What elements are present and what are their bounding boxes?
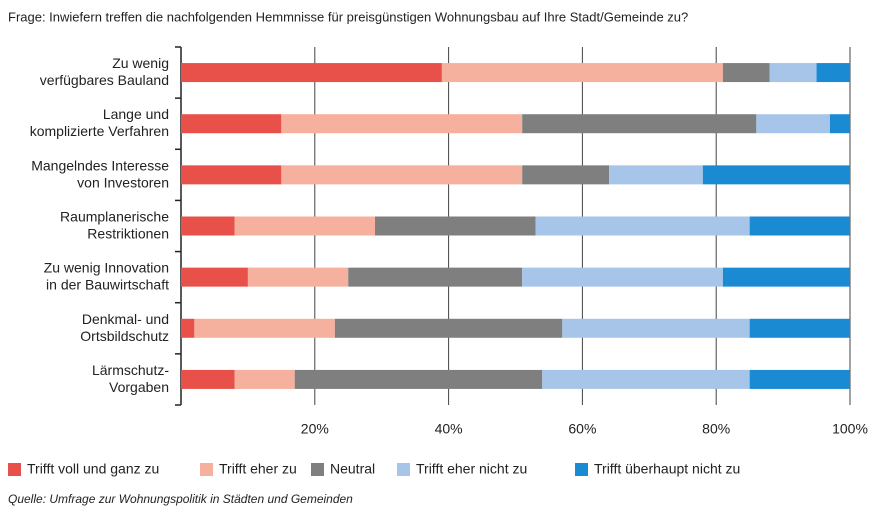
bar-segment: [562, 318, 750, 338]
bar-segment: [749, 318, 850, 338]
bar-segment: [181, 165, 282, 185]
bar-segment: [722, 63, 770, 83]
y-tick-label: Raumplanerische Restriktionen: [60, 208, 169, 241]
bar-segment: [234, 216, 376, 236]
bar-segment: [181, 369, 235, 389]
legend-swatch: [397, 463, 410, 476]
bar-segment: [535, 216, 750, 236]
bar-segment: [749, 369, 850, 389]
bar-segment: [722, 267, 850, 287]
bar-segment: [281, 165, 523, 185]
bar-segment: [348, 267, 523, 287]
bar-segment: [522, 114, 757, 134]
legend-swatch: [575, 463, 588, 476]
bar-segment: [522, 165, 610, 185]
bar-segment: [522, 267, 723, 287]
y-tick-label: Zu wenig verfügbares Bauland: [40, 55, 169, 88]
bar-segment: [294, 369, 543, 389]
x-tick-label: 40%: [435, 421, 463, 437]
y-tick-label: Denkmal- und Ortsbildschutz: [80, 310, 169, 343]
chart-title: Frage: Inwiefern treffen die nachfolgend…: [8, 9, 688, 24]
legend-swatch: [311, 463, 324, 476]
bar-segment: [756, 114, 830, 134]
x-tick-label: 60%: [568, 421, 596, 437]
bar-segment: [816, 63, 850, 83]
bar-segment: [542, 369, 750, 389]
bar-segment: [181, 318, 195, 338]
x-tick-label: 80%: [702, 421, 730, 437]
bar-segment: [181, 114, 282, 134]
source: Quelle: Umfrage zur Wohnungspolitik in S…: [8, 492, 353, 506]
bar-segment: [749, 216, 850, 236]
legend-label: Trifft eher nicht zu: [416, 461, 527, 477]
legend-label: Trifft eher zu: [219, 461, 297, 477]
y-tick-label: Zu wenig Innovation in der Bauwirtschaft: [44, 259, 169, 292]
bar-segment: [441, 63, 723, 83]
legend-label: Trifft überhaupt nicht zu: [594, 461, 740, 477]
legend-swatch: [8, 463, 21, 476]
y-tick-label: Mangelndes Interesse von Investoren: [31, 157, 169, 190]
bar-segment: [181, 216, 235, 236]
bar-segment: [769, 63, 817, 83]
bar-segment: [702, 165, 850, 185]
legend-label: Trifft voll und ganz zu: [27, 461, 159, 477]
bar-segment: [609, 165, 703, 185]
bar-segment: [281, 114, 523, 134]
bar-segment: [181, 267, 248, 287]
bar-segment: [234, 369, 295, 389]
bar-segment: [247, 267, 349, 287]
legend-label: Neutral: [330, 461, 375, 477]
bar-segment: [334, 318, 563, 338]
bar-segment: [194, 318, 335, 338]
bar-segment: [181, 63, 442, 83]
bar-segment: [375, 216, 536, 236]
bar-segment: [829, 114, 850, 134]
legend-swatch: [200, 463, 213, 476]
x-tick-label: 100%: [832, 421, 868, 437]
y-tick-label: Lärmschutz-Vorgaben: [92, 362, 169, 395]
x-tick-label: 20%: [301, 421, 329, 437]
y-tick-label: Lange und komplizierte Verfahren: [30, 106, 169, 139]
